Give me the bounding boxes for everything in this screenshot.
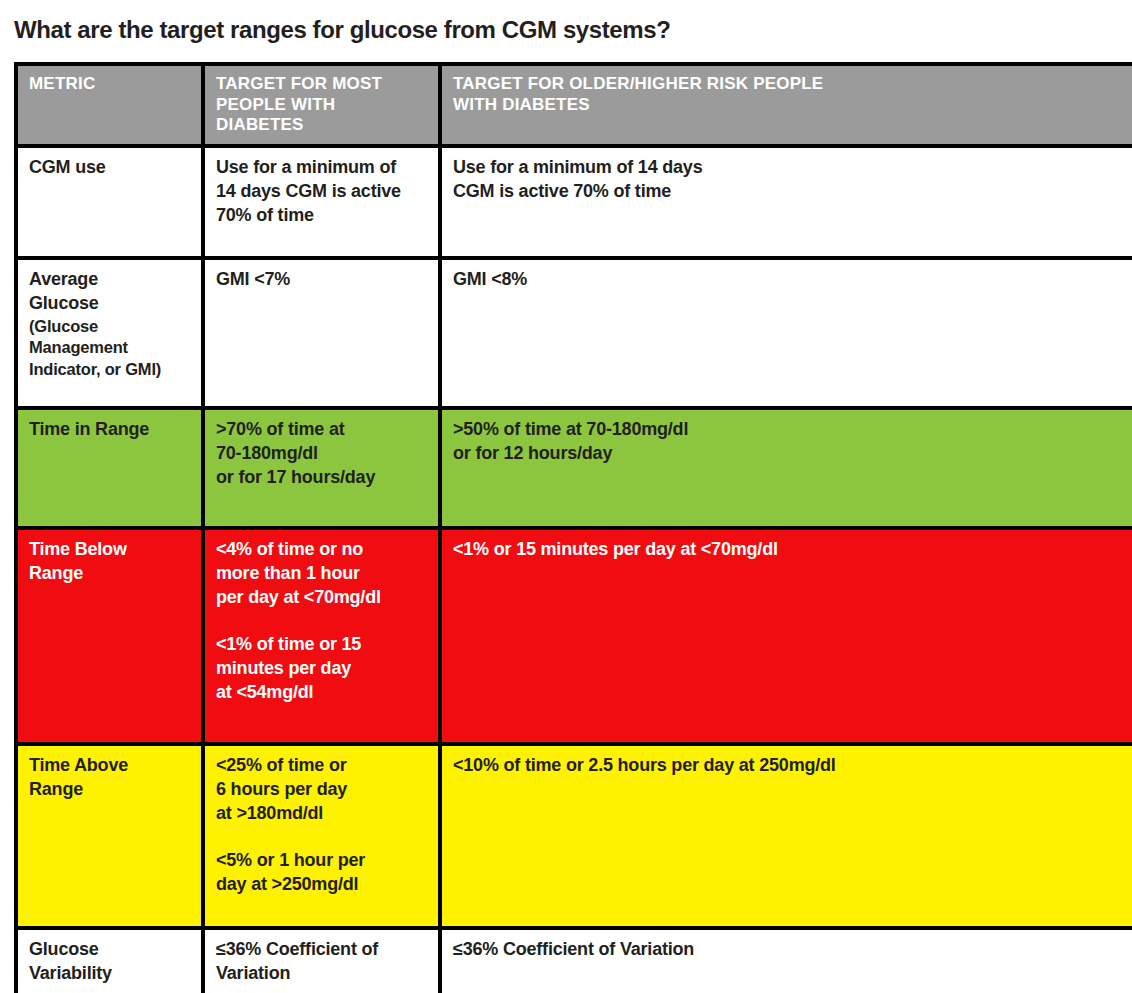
target-most-cell: >70% of time at 70-180mg/dl or for 17 ho…	[203, 408, 440, 528]
table-row-average-glucose: Average Glucose(Glucose Management Indic…	[16, 258, 1132, 408]
target-older-cell: ≤36% Coefficient of Variation	[440, 928, 1132, 993]
header-metric: METRIC	[16, 64, 203, 146]
header-target-most: TARGET FOR MOST PEOPLE WITH DIABETES	[203, 64, 440, 146]
page: What are the target ranges for glucose f…	[0, 0, 1132, 993]
metric-cell: Glucose Variability	[16, 928, 203, 993]
target-most-cell: GMI <7%	[203, 258, 440, 408]
metric-cell: Time Below Range	[16, 528, 203, 744]
target-most-cell: Use for a minimum of 14 days CGM is acti…	[203, 146, 440, 258]
target-most-cell: ≤36% Coefficient of Variation	[203, 928, 440, 993]
header-target-older: TARGET FOR OLDER/HIGHER RISK PEOPLE WITH…	[440, 64, 1132, 146]
target-older-cell: Use for a minimum of 14 days CGM is acti…	[440, 146, 1132, 258]
metric-cell: Time in Range	[16, 408, 203, 528]
table-header-row: METRIC TARGET FOR MOST PEOPLE WITH DIABE…	[16, 64, 1132, 146]
table-row-time-above-range: Time Above Range <25% of time or 6 hours…	[16, 744, 1132, 928]
table-row-time-in-range: Time in Range >70% of time at 70-180mg/d…	[16, 408, 1132, 528]
table-row-cgm-use: CGM use Use for a minimum of 14 days CGM…	[16, 146, 1132, 258]
metric-cell: CGM use	[16, 146, 203, 258]
table-row-time-below-range: Time Below Range <4% of time or no more …	[16, 528, 1132, 744]
target-older-cell: GMI <8%	[440, 258, 1132, 408]
target-older-cell: >50% of time at 70-180mg/dl or for 12 ho…	[440, 408, 1132, 528]
metric-cell: Average Glucose(Glucose Management Indic…	[16, 258, 203, 408]
target-older-cell: <1% or 15 minutes per day at <70mg/dl	[440, 528, 1132, 744]
target-older-cell: <10% of time or 2.5 hours per day at 250…	[440, 744, 1132, 928]
target-most-cell: <25% of time or 6 hours per day at >180m…	[203, 744, 440, 928]
metric-cell: Time Above Range	[16, 744, 203, 928]
target-most-cell: <4% of time or no more than 1 hour per d…	[203, 528, 440, 744]
table-row-glucose-variability: Glucose Variability ≤36% Coefficient of …	[16, 928, 1132, 993]
cgm-target-table: METRIC TARGET FOR MOST PEOPLE WITH DIABE…	[14, 62, 1132, 993]
page-title: What are the target ranges for glucose f…	[14, 16, 1121, 44]
